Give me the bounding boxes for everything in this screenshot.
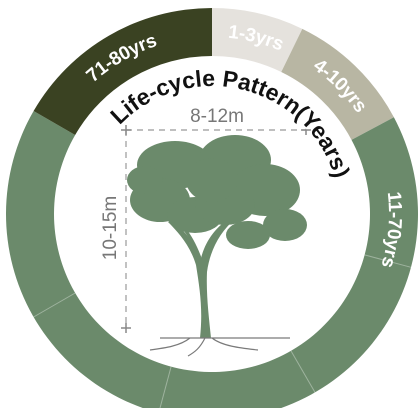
width-label: 8-12m (190, 106, 244, 127)
height-label: 10-15m (100, 196, 121, 260)
lifecycle-diagram: 1-3yrs4-10yrs11-70yrs71-80yrs 8-12m 10-1… (0, 0, 420, 408)
tree-illustration (127, 135, 307, 356)
